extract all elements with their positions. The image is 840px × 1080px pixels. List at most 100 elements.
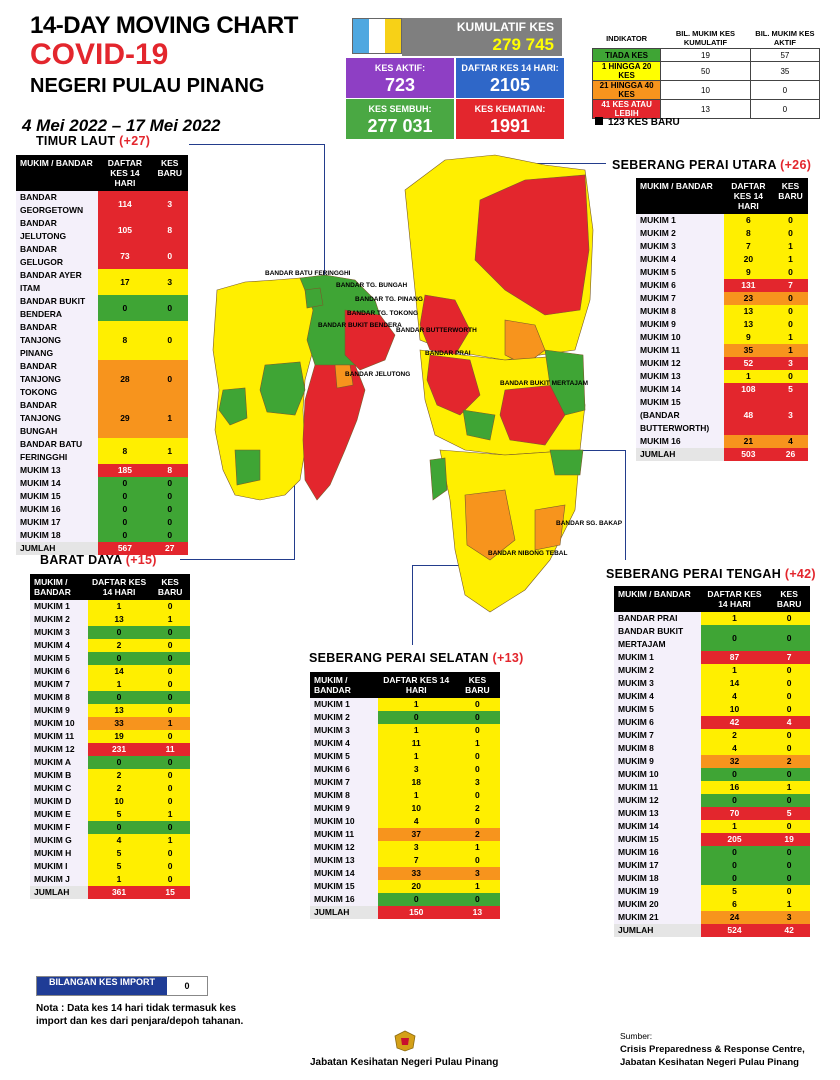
new-cases: 0: [772, 370, 808, 383]
table-row: MUKIM 11 19 0: [30, 730, 190, 743]
new-cases: 0: [772, 318, 808, 331]
cases-14-day: 185: [98, 464, 152, 477]
new-cases: 1: [454, 880, 500, 893]
legend-label: 21 HINGGA 40 KES: [591, 80, 662, 100]
kematian-value: 1991: [489, 116, 531, 136]
cases-14-day: 1: [700, 820, 769, 833]
new-cases: 8: [151, 217, 188, 243]
map-label-tg-pinang: BANDAR TG. PINANG: [355, 296, 423, 303]
table-spt: MUKIM / BANDAR DAFTAR KES 14 HARI KES BARU…: [614, 586, 810, 937]
cases-14-day: 0: [87, 691, 151, 704]
map-label-nibong-tebal: BANDAR NIBONG TEBAL: [488, 550, 568, 557]
table-row: MUKIM 17 0 0: [16, 516, 188, 529]
table-row: BANDAR AYER ITAM 17 3: [16, 269, 188, 295]
legend-label: 41 KES ATAU LEBIH: [591, 99, 662, 119]
mukim-name: MUKIM 6: [636, 279, 724, 292]
table-row: BANDAR TANJONG TOKONG 28 0: [16, 360, 188, 399]
cases-14-day: 2: [87, 639, 151, 652]
district-name: SEBERANG PERAI SELATAN: [309, 651, 489, 665]
new-cases: 0: [768, 846, 810, 859]
mukim-name: BANDAR TANJONG TOKONG: [16, 360, 99, 399]
total-value: 42: [768, 924, 810, 937]
cases-14-day: 32: [700, 755, 769, 768]
new-cases: 3: [768, 911, 810, 924]
table-row: MUKIM 3 14 0: [614, 677, 810, 690]
new-cases: 0: [151, 243, 188, 269]
table-row: MUKIM 18 0 0: [16, 529, 188, 542]
sembuh-value: 277 031: [367, 116, 433, 136]
cases-14-day: 33: [377, 867, 455, 880]
legend-kum: 13: [660, 99, 751, 119]
new-cases: 0: [768, 703, 810, 716]
table-row: MUKIM 8 13 0: [636, 305, 808, 318]
mukim-name: MUKIM A: [30, 756, 88, 769]
table-row: MUKIM 10 9 1: [636, 331, 808, 344]
source-line-2: Jabatan Kesihatan Negeri Pulau Pinang: [620, 1057, 799, 1068]
new-cases: 3: [151, 191, 188, 217]
table-row: MUKIM 11 35 1: [636, 344, 808, 357]
cases-14-day: 11: [377, 737, 455, 750]
mukim-name: MUKIM G: [30, 834, 88, 847]
cases-14-day: 29: [98, 399, 152, 438]
cases-14-day: 0: [700, 625, 769, 651]
table-row: MUKIM 1 87 7: [614, 651, 810, 664]
map-region-spt-mukim-12: [462, 409, 496, 441]
cases-14-day: 35: [723, 344, 773, 357]
new-cases: 1: [772, 331, 808, 344]
cases-14-day: 19: [87, 730, 151, 743]
mukim-name: MUKIM 4: [310, 737, 378, 750]
mukim-name: MUKIM 5: [614, 703, 701, 716]
new-cases: 1: [768, 781, 810, 794]
square-bullet-icon: [595, 117, 603, 125]
mukim-name: MUKIM 12: [636, 357, 724, 370]
cases-14-day: 0: [98, 477, 152, 490]
cases-14-day: 6: [700, 898, 769, 911]
mukim-name: MUKIM I: [30, 860, 88, 873]
legend-aktif: 35: [749, 61, 821, 81]
mukim-name: MUKIM 17: [614, 859, 701, 872]
crest-icon: [394, 1030, 416, 1052]
table-row: MUKIM 14 1 0: [614, 820, 810, 833]
new-cases: 0: [150, 847, 190, 860]
new-cases: 3: [454, 867, 500, 880]
cases-14-day: 6: [723, 214, 773, 227]
legend-aktif: 0: [749, 80, 821, 100]
legend-kum: 19: [660, 48, 751, 62]
new-cases: 0: [768, 742, 810, 755]
table-row: MUKIM 9 10 2: [310, 802, 500, 815]
new-cases: 0: [454, 724, 500, 737]
note-text: Nota : Data kes 14 hari tidak termasuk k…: [36, 1003, 244, 1027]
cases-14-day: 20: [377, 880, 455, 893]
new-cases: 0: [150, 873, 190, 886]
map-region-mukim-5: [218, 387, 248, 426]
connector-barat-daya-v: [294, 470, 295, 560]
cases-14-day: 42: [700, 716, 769, 729]
cases-14-day: 5: [87, 860, 151, 873]
map-label-bukit-mertajam: BANDAR BUKIT MERTAJAM: [500, 380, 588, 387]
new-cases: 0: [772, 214, 808, 227]
new-cases: 0: [150, 704, 190, 717]
column-header: KES BARU: [454, 672, 500, 698]
state-name: NEGERI PULAU PINANG: [30, 75, 265, 97]
column-header: KES BARU: [768, 586, 810, 612]
cases-14-day: 3: [377, 763, 455, 776]
mukim-name: MUKIM 6: [310, 763, 378, 776]
new-cases-note: 123 KES BARU: [595, 117, 680, 128]
new-cases: 0: [454, 854, 500, 867]
cases-14-day: 10: [87, 795, 151, 808]
table-row: MUKIM 10 33 1: [30, 717, 190, 730]
connector-spt-v: [625, 450, 626, 560]
cases-14-day: 0: [87, 821, 151, 834]
cases-14-day: 4: [87, 834, 151, 847]
new-cases: 1: [151, 438, 188, 464]
mukim-name: BANDAR PRAI: [614, 612, 701, 625]
